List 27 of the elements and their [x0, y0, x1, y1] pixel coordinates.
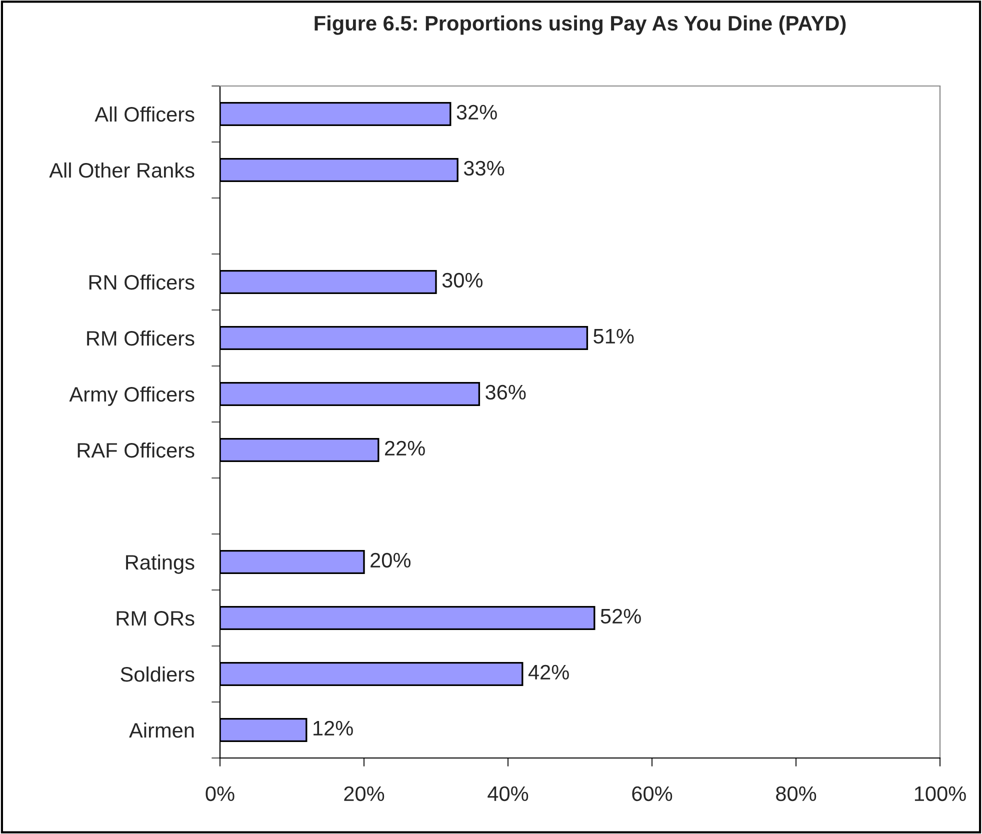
data-label: 52%: [600, 608, 641, 624]
y-tick-label: RM Officers: [87, 330, 194, 346]
x-tick-label: 60%: [632, 786, 672, 802]
y-tick-label: Army Officers: [69, 386, 194, 406]
y-tick-label: RAF Officers: [78, 442, 194, 458]
data-label: 36%: [486, 384, 526, 400]
y-tick-label: All Officers: [94, 106, 194, 122]
data-label: 51%: [594, 328, 634, 344]
y-tick-label: All Other Ranks: [49, 162, 194, 178]
data-label: 33%: [464, 160, 504, 176]
data-label: 42%: [528, 664, 569, 680]
x-tick-label: 0%: [206, 786, 234, 802]
x-tick-label: 40%: [488, 786, 528, 802]
x-tick-label: 20%: [344, 786, 384, 802]
chart-title: Figure 6.5: Proportions using Pay As You Dine (PAYD): [314, 15, 846, 35]
y-tick-label: RN Officers: [89, 274, 194, 290]
data-label: 32%: [456, 104, 497, 120]
data-label: 30%: [442, 272, 483, 288]
y-tick-label: Airmen: [129, 722, 194, 738]
x-tick-label: 100%: [914, 786, 966, 802]
data-label: 20%: [370, 552, 411, 568]
y-tick-label: RM ORs: [116, 611, 194, 626]
data-label: 22%: [385, 440, 425, 456]
x-tick-label: 80%: [776, 786, 816, 802]
y-tick-label: Ratings: [126, 554, 194, 574]
data-label: 12%: [314, 720, 353, 736]
y-tick-label: Soldiers: [120, 666, 194, 682]
